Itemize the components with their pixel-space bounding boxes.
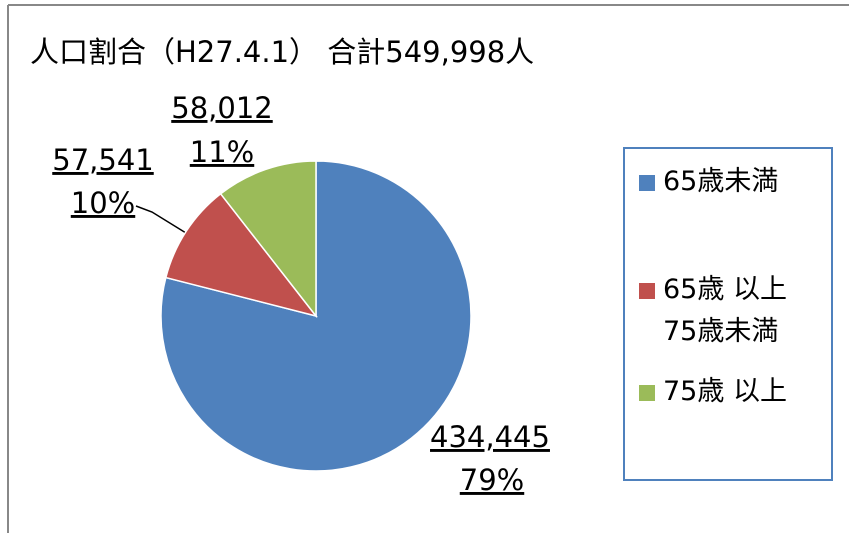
pie-slice [219, 160, 317, 319]
data-label: 57,541 [52, 143, 153, 177]
legend-label: 65歳未満 [663, 166, 779, 197]
legend-swatch [639, 385, 655, 401]
legend: 65歳未満 65歳 以上 75歳未満 75歳 以上 [623, 147, 833, 481]
pie-slice [164, 192, 318, 318]
legend-item: 65歳未満 [639, 161, 778, 203]
legend-swatch [639, 283, 655, 299]
percent-label: 79% [460, 463, 524, 497]
pie-slice [160, 160, 472, 472]
percent-label: 11% [190, 135, 254, 169]
chart-title: 人口割合（H27.4.1） 合計549,998人 [30, 35, 534, 69]
legend-item: 65歳 以上 75歳未満 [639, 269, 787, 353]
data-label: 58,012 [171, 91, 272, 125]
legend-swatch [639, 175, 655, 191]
legend-item: 75歳 以上 [639, 371, 787, 413]
leader-line [135, 205, 187, 234]
data-label: 434,445 [430, 420, 550, 454]
percent-label: 10% [71, 186, 135, 220]
legend-label: 75歳 以上 [663, 376, 787, 407]
legend-label: 65歳 以上 75歳未満 [663, 274, 787, 347]
